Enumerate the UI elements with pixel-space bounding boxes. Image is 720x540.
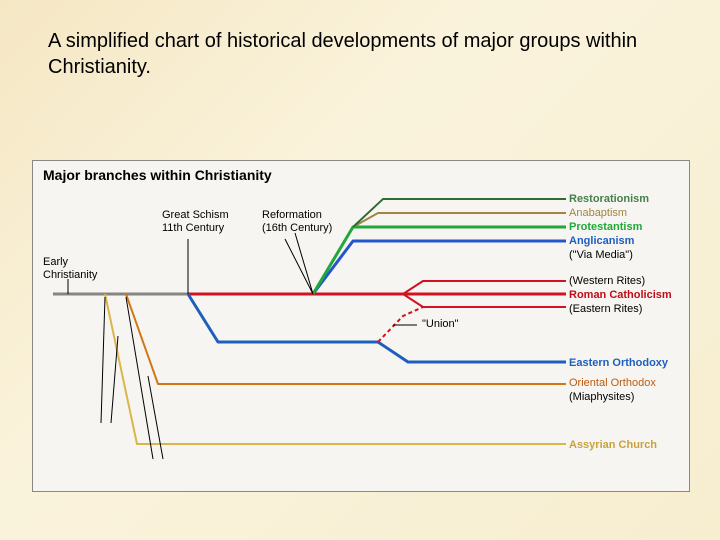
legend-7: (Eastern Rites) (569, 303, 642, 315)
legend-2: Protestantism (569, 221, 642, 233)
legend-9: Oriental Orthodox (569, 377, 656, 389)
pointer-reformation (285, 233, 313, 294)
legend-1: Anabaptism (569, 207, 627, 219)
chart-container: Major branches within Christianity Early… (32, 160, 690, 492)
branch-protestant (313, 227, 566, 294)
pointer-chalcedon (126, 297, 163, 459)
legend-4: ("Via Media") (569, 249, 633, 261)
legend-8: Eastern Orthodoxy (569, 357, 668, 369)
legend-5: (Western Rites) (569, 275, 645, 287)
branch-orthodox (188, 294, 566, 362)
legend-6: Roman Catholicism (569, 289, 672, 301)
branch-assyrian (105, 294, 566, 444)
label-early: EarlyChristianity (43, 256, 97, 282)
legend-3: Anglicanism (569, 235, 634, 247)
legend-0: Restorationism (569, 193, 649, 205)
legend-10: (Miaphysites) (569, 391, 634, 403)
branch-anabaptism (353, 213, 566, 227)
legend-11: Assyrian Church (569, 439, 657, 451)
branch-anglican (313, 241, 566, 294)
label-great_schism: Great Schism11th Century (162, 209, 229, 235)
slide-title: A simplified chart of historical develop… (48, 28, 672, 80)
branch-catholic_w (403, 281, 566, 294)
branch-catholic_e (403, 294, 566, 307)
label-union: "Union" (422, 318, 459, 331)
label-reformation: Reformation(16th Century) (262, 209, 332, 235)
